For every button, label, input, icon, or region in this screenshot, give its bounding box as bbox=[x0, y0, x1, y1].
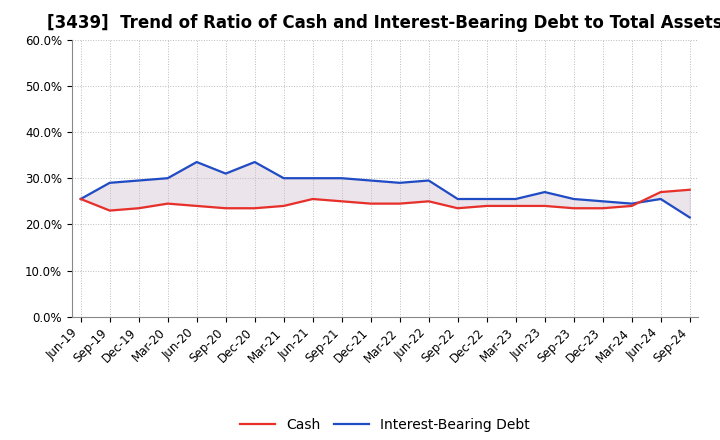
Cash bbox=[221, 205, 230, 211]
Interest-Bearing Debt bbox=[135, 178, 143, 183]
Cash bbox=[570, 205, 578, 211]
Interest-Bearing Debt bbox=[251, 159, 259, 165]
Interest-Bearing Debt bbox=[685, 215, 694, 220]
Cash bbox=[76, 196, 85, 202]
Cash bbox=[308, 196, 317, 202]
Interest-Bearing Debt bbox=[598, 198, 607, 204]
Interest-Bearing Debt bbox=[570, 196, 578, 202]
Interest-Bearing Debt bbox=[366, 178, 375, 183]
Cash bbox=[598, 205, 607, 211]
Legend: Cash, Interest-Bearing Debt: Cash, Interest-Bearing Debt bbox=[235, 412, 536, 437]
Title: [3439]  Trend of Ratio of Cash and Interest-Bearing Debt to Total Assets: [3439] Trend of Ratio of Cash and Intere… bbox=[48, 15, 720, 33]
Interest-Bearing Debt bbox=[192, 159, 201, 165]
Interest-Bearing Debt bbox=[541, 189, 549, 194]
Cash bbox=[685, 187, 694, 192]
Cash bbox=[395, 201, 404, 206]
Cash bbox=[338, 198, 346, 204]
Cash bbox=[366, 201, 375, 206]
Cash bbox=[454, 205, 462, 211]
Interest-Bearing Debt bbox=[338, 176, 346, 181]
Interest-Bearing Debt bbox=[163, 176, 172, 181]
Cash bbox=[482, 203, 491, 209]
Interest-Bearing Debt bbox=[279, 176, 288, 181]
Interest-Bearing Debt bbox=[511, 196, 520, 202]
Interest-Bearing Debt bbox=[221, 171, 230, 176]
Cash bbox=[163, 201, 172, 206]
Interest-Bearing Debt bbox=[395, 180, 404, 185]
Cash bbox=[105, 208, 114, 213]
Cash bbox=[135, 205, 143, 211]
Interest-Bearing Debt bbox=[105, 180, 114, 185]
Cash bbox=[251, 205, 259, 211]
Interest-Bearing Debt bbox=[308, 176, 317, 181]
Cash bbox=[657, 189, 665, 194]
Interest-Bearing Debt bbox=[454, 196, 462, 202]
Interest-Bearing Debt bbox=[657, 196, 665, 202]
Cash bbox=[511, 203, 520, 209]
Line: Cash: Cash bbox=[81, 190, 690, 210]
Interest-Bearing Debt bbox=[424, 178, 433, 183]
Line: Interest-Bearing Debt: Interest-Bearing Debt bbox=[81, 162, 690, 217]
Interest-Bearing Debt bbox=[627, 201, 636, 206]
Interest-Bearing Debt bbox=[76, 196, 85, 202]
Cash bbox=[424, 198, 433, 204]
Cash bbox=[541, 203, 549, 209]
Interest-Bearing Debt bbox=[482, 196, 491, 202]
Cash bbox=[627, 203, 636, 209]
Cash bbox=[192, 203, 201, 209]
Cash bbox=[279, 203, 288, 209]
